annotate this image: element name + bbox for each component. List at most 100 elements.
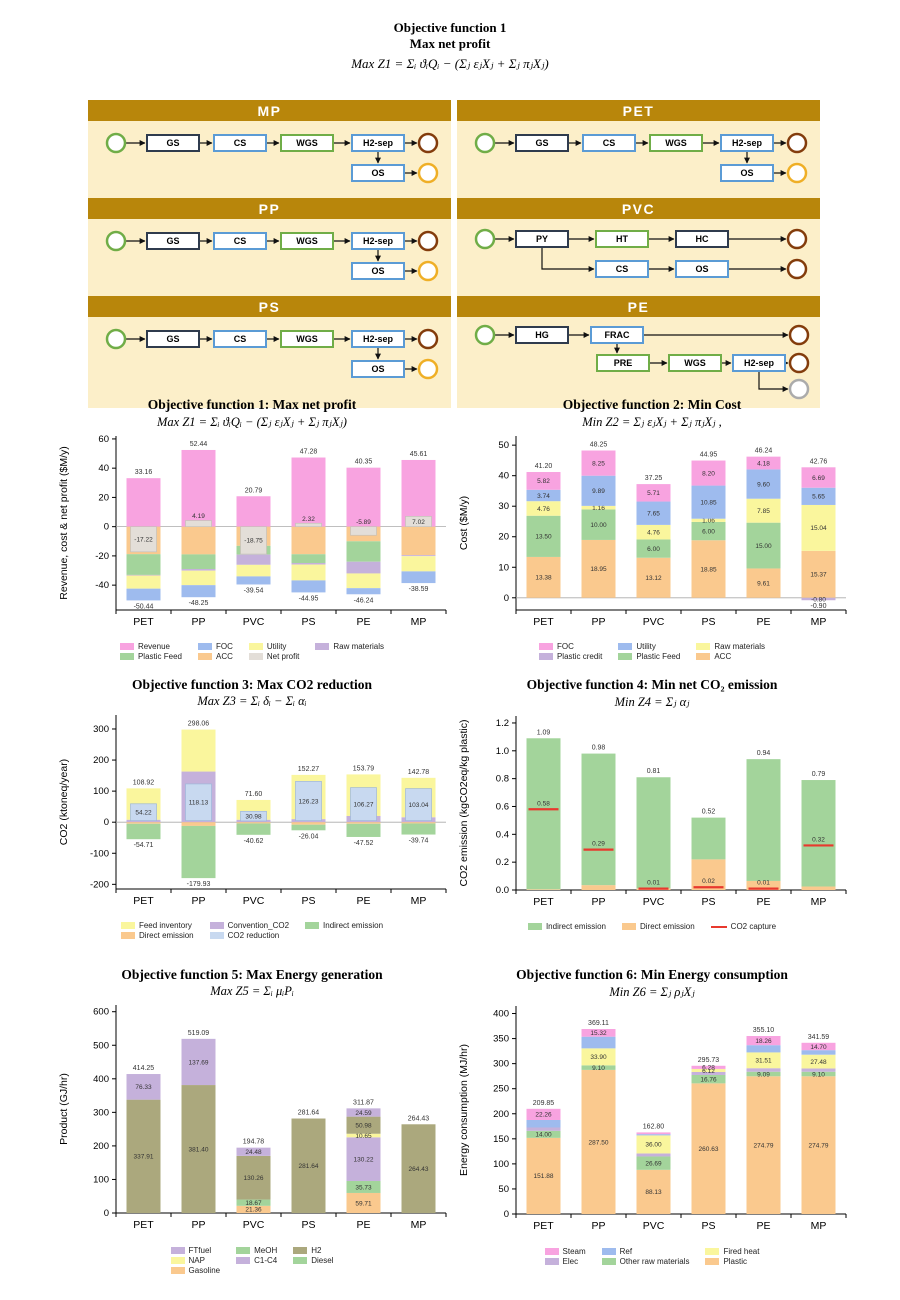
flow-node-OS: OS [351, 360, 405, 378]
legend-label: Diesel [311, 1256, 334, 1265]
legend-swatch [315, 643, 330, 650]
svg-text:PVC: PVC [243, 616, 265, 628]
svg-text:13.12: 13.12 [645, 575, 662, 582]
svg-text:500: 500 [93, 1040, 109, 1051]
flow-node-FRAC: FRAC [590, 326, 644, 344]
svg-text:20.79: 20.79 [245, 487, 263, 494]
legend-item-raw-materials: Raw materials [696, 642, 765, 651]
svg-text:300: 300 [93, 724, 109, 735]
svg-text:6.28: 6.28 [702, 1065, 715, 1072]
objective-3-title: Objective function 3: Max CO2 reduction [131, 677, 373, 692]
svg-text:PET: PET [133, 616, 154, 628]
svg-text:0: 0 [504, 593, 509, 604]
bar-PS: 2.32 47.28 -44.95 [291, 449, 326, 602]
svg-text:PP: PP [591, 896, 605, 908]
flow-terminal-gray [788, 378, 810, 400]
svg-text:H2-sep: H2-sep [363, 236, 394, 246]
legend-swatch [527, 923, 542, 930]
panel-header-MP: MP [88, 100, 451, 121]
svg-text:26.69: 26.69 [645, 1160, 662, 1167]
legend-swatch [209, 932, 224, 939]
top-title-line2: Max net profit [409, 36, 491, 52]
svg-text:130.26: 130.26 [244, 1175, 264, 1182]
legend-item-ref: Ref [601, 1247, 690, 1256]
svg-text:MP: MP [411, 895, 427, 907]
legend-item-net-profit: Net profit [248, 652, 299, 661]
legend-label: Utility [636, 642, 656, 651]
legend-label: Plastic Feed [636, 652, 681, 661]
svg-text:OS: OS [740, 168, 753, 178]
svg-text:46.24: 46.24 [755, 448, 773, 455]
svg-text:5.82: 5.82 [537, 478, 550, 485]
flow-terminal-brown [417, 328, 439, 350]
svg-text:MP: MP [411, 616, 427, 628]
legend-item-ftfuel: FTfuel [170, 1246, 221, 1255]
svg-text:-44.95: -44.95 [299, 595, 319, 602]
bar-PVC: -18.75 20.79 -39.54 [236, 487, 271, 594]
legend-item-utility: Utility [248, 642, 299, 651]
objective-4-chart: Objective function 4: Min net CO₂ emissi… [452, 674, 852, 964]
svg-text:137.69: 137.69 [189, 1059, 209, 1066]
svg-text:281.64: 281.64 [298, 1110, 320, 1117]
svg-text:40: 40 [498, 471, 509, 482]
flow-terminal-green [105, 230, 127, 252]
svg-text:33.16: 33.16 [135, 469, 153, 476]
objective-2-equation: Min Z2 = Σⱼ εⱼXⱼ + Σⱼ πⱼXⱼ , [582, 415, 722, 429]
svg-text:151.88: 151.88 [534, 1173, 554, 1180]
svg-text:20: 20 [98, 492, 109, 503]
legend-swatch [705, 1258, 720, 1265]
legend-swatch [197, 643, 212, 650]
charts-grid: Objective function 1: Max net profit Max … [52, 394, 852, 1298]
svg-text:88.13: 88.13 [645, 1189, 662, 1196]
bar-PET: 13.38 13.50 4.76 3.74 5.82 41.20 [526, 463, 561, 598]
svg-text:274.79: 274.79 [754, 1142, 774, 1149]
legend-label: Fired heat [723, 1247, 760, 1256]
objective-4-title: Objective function 4: Min net CO₂ emissi… [526, 677, 778, 692]
flowsheet-grid: MP GS CS WGS H2-sep OS PET GS CS WGS H2-sep OS PP GS C… [88, 100, 820, 408]
svg-text:H2-sep: H2-sep [363, 138, 394, 148]
svg-text:0: 0 [104, 817, 109, 828]
objective-2-plot: 50 40 30 20 10 0 Cost ($M/y) PET PP PVC PS PE MP 13.3… [458, 436, 847, 628]
flow-node-CS: CS [595, 260, 649, 278]
panel-header-PS: PS [88, 296, 451, 317]
svg-text:50: 50 [498, 1184, 509, 1195]
svg-text:PET: PET [133, 895, 154, 907]
legend-label: Raw materials [714, 642, 766, 651]
bar-PE: 106.27 153.79 -47.52 [346, 765, 381, 847]
svg-text:311.87: 311.87 [353, 1099, 374, 1106]
svg-text:-100: -100 [90, 848, 109, 859]
svg-text:10.00: 10.00 [590, 522, 607, 529]
top-equation: Max Z1 = Σᵢ ϑᵢQᵢ − (Σⱼ εⱼXⱼ + Σⱼ πⱼXⱼ) [351, 55, 549, 71]
svg-text:PS: PS [701, 896, 715, 908]
legend-swatch [119, 643, 134, 650]
svg-text:100: 100 [93, 1174, 109, 1185]
svg-text:60: 60 [98, 434, 109, 445]
legend-swatch [705, 1248, 720, 1255]
legend-swatch [696, 653, 711, 660]
svg-text:0.01: 0.01 [647, 880, 660, 887]
svg-text:WGS: WGS [684, 358, 706, 368]
svg-text:4.76: 4.76 [647, 529, 660, 536]
legend-item-plastic-feed: Plastic Feed [119, 652, 182, 661]
svg-text:59.71: 59.71 [355, 1200, 372, 1207]
flow-svg-PS: GS CS WGS H2-sep OS [105, 328, 439, 380]
svg-text:PE: PE [356, 616, 370, 628]
svg-text:0.81: 0.81 [647, 768, 661, 775]
svg-text:260.63: 260.63 [699, 1146, 719, 1153]
flow-terminal-brown [417, 230, 439, 252]
svg-text:381.40: 381.40 [189, 1146, 209, 1153]
svg-text:142.78: 142.78 [408, 769, 430, 776]
svg-text:18.67: 18.67 [245, 1200, 262, 1207]
svg-text:400: 400 [93, 1074, 109, 1085]
objective-5-equation: Max Z5 = Σᵢ μᵢPᵢ [210, 984, 294, 998]
svg-text:52.44: 52.44 [190, 441, 208, 448]
svg-text:OS: OS [371, 168, 384, 178]
legend-item-revenue: Revenue [119, 642, 182, 651]
legend-label: Direct emission [639, 922, 695, 931]
svg-text:42.76: 42.76 [810, 458, 828, 465]
legend-label: CO2 reduction [227, 931, 280, 940]
legend-swatch [120, 932, 135, 939]
flow-svg-PE: HG FRAC PRE WGS H2-sep [474, 324, 810, 400]
svg-text:130.22: 130.22 [354, 1156, 374, 1163]
